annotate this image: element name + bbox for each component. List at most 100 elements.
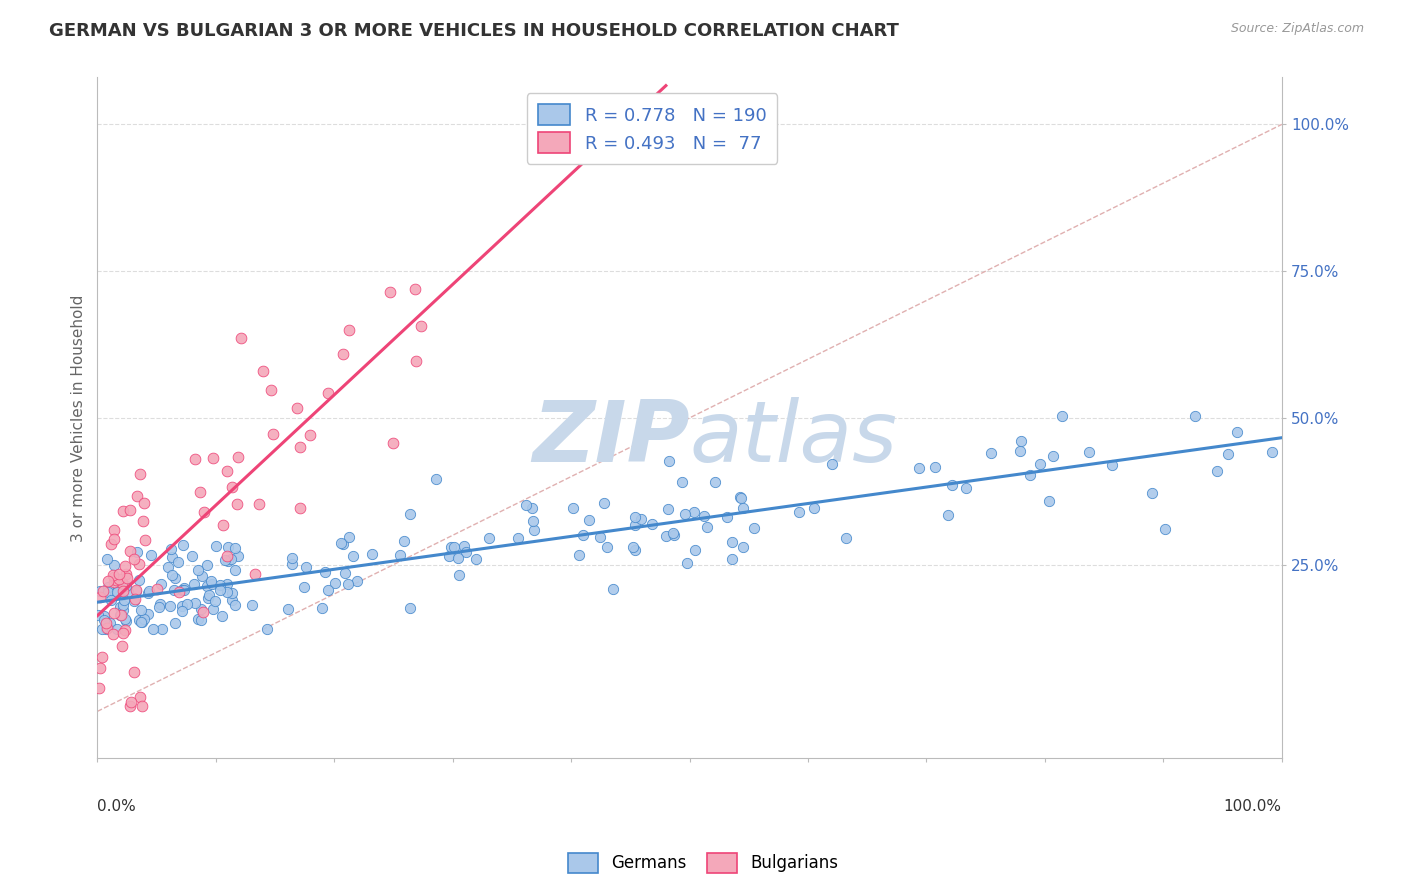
Point: [924, 460, 946, 475]
Point: [187, 611, 209, 625]
Point: [411, 319, 433, 334]
Point: [292, 580, 315, 594]
Point: [288, 441, 311, 455]
Point: [281, 551, 304, 566]
Point: [398, 507, 420, 521]
Point: [217, 576, 239, 591]
Point: [288, 500, 311, 515]
Point: [103, 569, 125, 583]
Point: [170, 582, 193, 597]
Point: [506, 531, 529, 545]
Point: [447, 568, 470, 582]
Point: [339, 323, 361, 337]
Point: [114, 611, 136, 625]
Point: [908, 461, 931, 475]
Point: [172, 604, 194, 618]
Point: [115, 570, 138, 584]
Point: [112, 584, 135, 599]
Point: [103, 558, 125, 573]
Point: [100, 537, 122, 551]
Point: [117, 585, 139, 599]
Point: [955, 481, 977, 495]
Point: [97, 574, 120, 588]
Point: [1260, 444, 1282, 458]
Point: [382, 436, 405, 450]
Point: [93, 613, 115, 627]
Point: [215, 464, 238, 478]
Point: [132, 612, 155, 626]
Point: [260, 383, 283, 397]
Point: [380, 285, 402, 299]
Point: [120, 544, 142, 558]
Point: [114, 614, 136, 628]
Point: [398, 601, 420, 615]
Point: [105, 622, 128, 636]
Point: [160, 550, 183, 565]
Point: [226, 497, 249, 511]
Point: [662, 528, 685, 542]
Point: [160, 568, 183, 582]
Point: [217, 554, 239, 568]
Y-axis label: 3 or more Vehicles in Household: 3 or more Vehicles in Household: [72, 294, 86, 541]
Point: [661, 526, 683, 541]
Point: [160, 541, 183, 556]
Point: [226, 549, 249, 563]
Text: Source: ZipAtlas.com: Source: ZipAtlas.com: [1230, 22, 1364, 36]
Point: [221, 586, 243, 600]
Point: [704, 475, 727, 489]
Point: [191, 605, 214, 619]
Point: [683, 505, 706, 519]
Point: [195, 558, 218, 572]
Point: [572, 527, 595, 541]
Point: [221, 480, 243, 494]
Point: [332, 537, 354, 551]
Point: [392, 534, 415, 549]
Point: [731, 501, 754, 516]
Point: [247, 497, 270, 511]
Point: [91, 622, 114, 636]
Point: [110, 575, 132, 590]
Point: [165, 615, 187, 630]
Point: [655, 529, 678, 543]
Point: [89, 584, 111, 599]
Point: [578, 513, 600, 527]
Point: [941, 478, 963, 492]
Point: [173, 581, 195, 595]
Point: [224, 541, 246, 555]
Point: [136, 586, 159, 600]
Point: [226, 450, 249, 465]
Point: [165, 571, 187, 585]
Text: 100.0%: 100.0%: [1223, 799, 1282, 814]
Point: [108, 572, 131, 586]
Point: [94, 616, 117, 631]
Point: [623, 517, 645, 532]
Point: [624, 542, 647, 557]
Point: [187, 563, 209, 577]
Point: [936, 508, 959, 522]
Point: [111, 504, 134, 518]
Point: [114, 624, 136, 638]
Point: [1140, 486, 1163, 500]
Point: [197, 591, 219, 605]
Point: [200, 574, 222, 589]
Text: GERMAN VS BULGARIAN 3 OR MORE VEHICLES IN HOUSEHOLD CORRELATION CHART: GERMAN VS BULGARIAN 3 OR MORE VEHICLES I…: [49, 22, 898, 40]
Point: [96, 621, 118, 635]
Point: [204, 594, 226, 608]
Legend: R = 0.778   N = 190, R = 0.493   N =  77: R = 0.778 N = 190, R = 0.493 N = 77: [527, 94, 778, 164]
Point: [221, 593, 243, 607]
Point: [112, 598, 135, 612]
Point: [285, 401, 308, 415]
Point: [676, 556, 699, 570]
Point: [323, 576, 346, 591]
Point: [184, 451, 207, 466]
Point: [209, 578, 232, 592]
Point: [190, 602, 212, 616]
Point: [96, 552, 118, 566]
Point: [111, 576, 134, 591]
Legend: Germans, Bulgarians: Germans, Bulgarians: [561, 847, 845, 880]
Point: [224, 598, 246, 612]
Point: [115, 566, 138, 581]
Point: [337, 530, 360, 544]
Point: [120, 698, 142, 713]
Point: [404, 282, 426, 296]
